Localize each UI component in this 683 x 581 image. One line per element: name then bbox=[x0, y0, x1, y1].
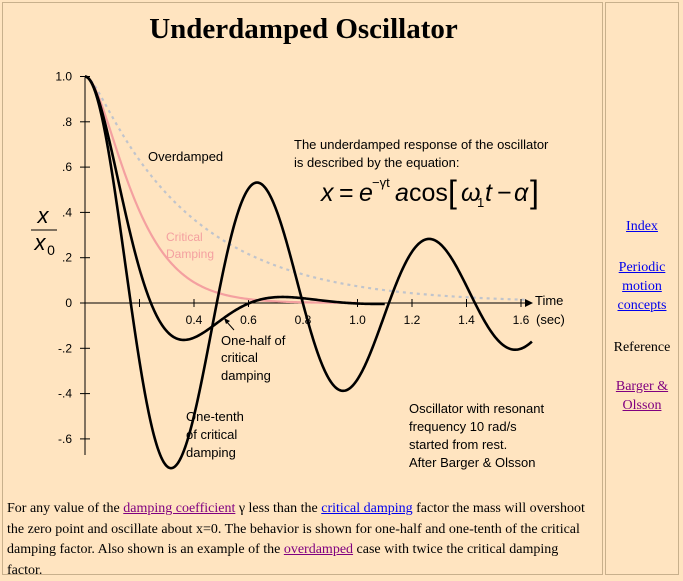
svg-text:α: α bbox=[514, 179, 529, 207]
label-tenth-line1: One-tenth bbox=[186, 409, 244, 424]
label-half-line1: One-half of bbox=[221, 333, 286, 348]
x-axis-arrow bbox=[525, 299, 533, 307]
x-tick-label: 1.6 bbox=[513, 313, 530, 327]
sidebar-index: Index bbox=[606, 217, 678, 236]
half-critical-curve bbox=[84, 75, 385, 342]
y-axis-label-top: x bbox=[37, 203, 50, 228]
y-tick-label: .2 bbox=[62, 251, 72, 265]
description-paragraph: For any value of the damping coefficient… bbox=[7, 499, 597, 581]
note-line1: Oscillator with resonant bbox=[409, 401, 544, 416]
barger-link-line2: Olsson bbox=[622, 398, 662, 413]
label-tenth-line3: damping bbox=[186, 445, 236, 460]
svg-text:−γt: −γt bbox=[372, 175, 390, 190]
sidebar-periodic: Periodic motion concepts bbox=[606, 258, 678, 315]
y-tick-label: .4 bbox=[62, 205, 72, 219]
x-axis-label: Time bbox=[535, 293, 563, 308]
note-line4: After Barger & Olsson bbox=[409, 455, 535, 470]
x-tick-label: 0.4 bbox=[186, 313, 203, 327]
x-tick-label: 1.0 bbox=[349, 313, 366, 327]
periodic-link-line2: motion bbox=[622, 279, 662, 294]
svg-text:x: x bbox=[320, 179, 335, 207]
label-critical-line2: Damping bbox=[166, 247, 214, 261]
periodic-motion-link[interactable]: Periodic motion concepts bbox=[618, 260, 667, 313]
note-line2: frequency 10 rad/s bbox=[409, 419, 517, 434]
svg-text:=: = bbox=[339, 179, 354, 207]
svg-text:−: − bbox=[497, 179, 512, 207]
y-tick-label: 1.0 bbox=[55, 70, 72, 84]
periodic-link-line3: concepts bbox=[617, 298, 667, 313]
svg-text:]: ] bbox=[530, 174, 539, 210]
x-tick-label: 1.2 bbox=[404, 313, 421, 327]
y-axis-label-subscript: 0 bbox=[47, 242, 55, 258]
sidebar: Index Periodic motion concepts Reference B… bbox=[605, 2, 679, 575]
description-text-2: γ less than the bbox=[235, 501, 322, 516]
label-half-line2: critical bbox=[221, 350, 258, 365]
x-ticks: 0.4 0.6 0.8 1.0 1.2 1.4 1.6 bbox=[139, 299, 530, 327]
svg-text:ω: ω bbox=[461, 179, 480, 207]
equation: x = e −γt a cos [ ω 1 t − α ] bbox=[320, 174, 539, 210]
half-label-arrowhead bbox=[224, 318, 230, 324]
label-critical-line1: Critical bbox=[166, 230, 203, 244]
svg-text:t: t bbox=[485, 179, 493, 207]
damping-coefficient-link[interactable]: damping coefficient bbox=[123, 501, 236, 516]
description-text-3: factor the mass will overshoot the zero … bbox=[7, 501, 585, 557]
y-tick-label: -.4 bbox=[58, 387, 72, 401]
periodic-link-line1: Periodic bbox=[618, 260, 666, 275]
tenth-critical-curve bbox=[84, 75, 533, 470]
sidebar-barger: Barger & Olsson bbox=[606, 377, 678, 415]
label-overdamped: Overdamped bbox=[148, 149, 223, 164]
note-line3: started from rest. bbox=[409, 437, 507, 452]
label-half-line3: damping bbox=[221, 368, 271, 383]
svg-text:1: 1 bbox=[477, 195, 484, 210]
critical-damping-link[interactable]: critical damping bbox=[321, 501, 413, 516]
index-link[interactable]: Index bbox=[626, 219, 658, 234]
y-tick-label: 0 bbox=[65, 296, 72, 310]
oscillator-figure: 1.0.8.6.4.20-.2-.4-.6 0.4 0.6 0.8 1.0 1.2 1.4… bbox=[31, 70, 565, 470]
page-title: Underdamped Oscillator bbox=[149, 13, 458, 45]
label-tenth-line2: of critical bbox=[186, 427, 237, 442]
y-axis-label-bottom: x bbox=[34, 230, 47, 255]
critical-damping-curve bbox=[84, 75, 358, 304]
svg-text:cos: cos bbox=[409, 179, 448, 207]
barger-olsson-link[interactable]: Barger & Olsson bbox=[616, 379, 668, 413]
x-tick-label: 1.4 bbox=[458, 313, 475, 327]
overdamped-link[interactable]: overdamped bbox=[283, 542, 354, 557]
equation-intro-line1: The underdamped response of the oscillat… bbox=[294, 137, 549, 152]
x-tick-label: 0.6 bbox=[240, 313, 257, 327]
y-tick-label: -.6 bbox=[58, 432, 72, 446]
barger-link-line1: Barger & bbox=[615, 379, 669, 394]
svg-text:[: [ bbox=[448, 174, 457, 210]
svg-text:a: a bbox=[395, 179, 409, 207]
equation-intro-line2: is described by the equation: bbox=[294, 155, 460, 170]
main-panel: Underdamped Oscillator 1.0 .8 .6 .4 .2 0 -.2 -.… bbox=[2, 2, 603, 578]
y-tick-label: .6 bbox=[62, 160, 72, 174]
y-tick-label: -.2 bbox=[58, 341, 72, 355]
x-axis-unit: (sec) bbox=[536, 312, 565, 327]
description-text-1: For any value of the bbox=[7, 501, 124, 516]
sidebar-reference: Reference bbox=[613, 340, 671, 355]
y-ticks: 1.0 .8 .6 .4 .2 0 -.2 -.4 -.6 bbox=[55, 70, 90, 446]
overdamped-curve bbox=[84, 75, 527, 301]
svg-text:e: e bbox=[359, 179, 373, 207]
y-tick-label: .8 bbox=[62, 115, 72, 129]
description-text-4: case with twice the critical damping fac… bbox=[7, 542, 559, 578]
